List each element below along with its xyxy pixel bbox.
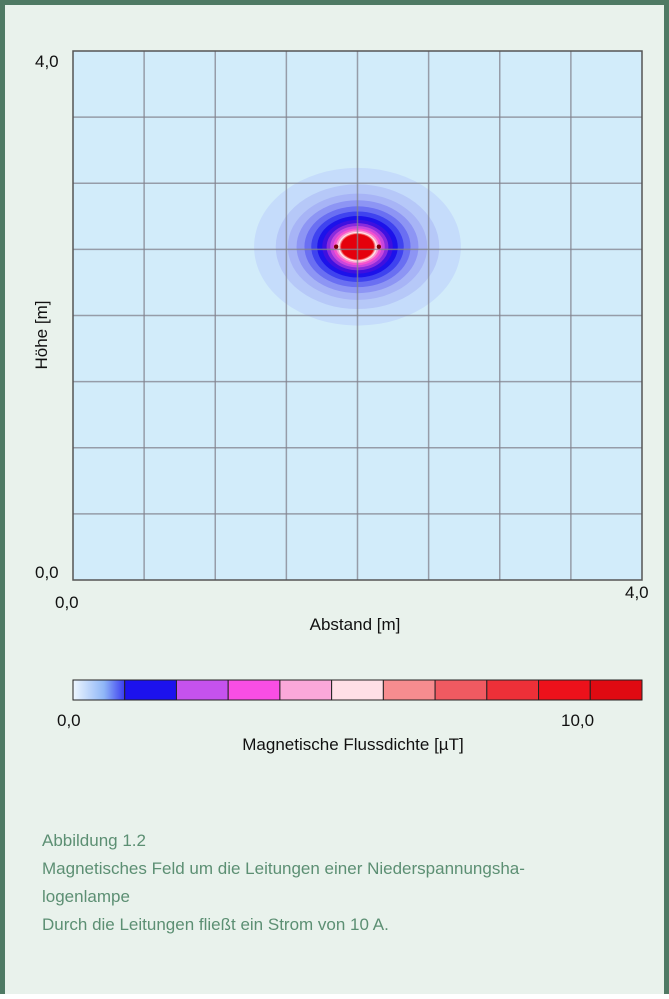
plot-grid xyxy=(73,51,642,580)
y-tick-min: 0,0 xyxy=(35,563,59,582)
caption-title-line1: Magnetisches Feld um die Leitungen einer… xyxy=(42,859,525,878)
x-axis-label: Abstand [m] xyxy=(310,615,401,634)
x-tick-max: 4,0 xyxy=(625,583,649,602)
colorbar-segment xyxy=(72,679,126,701)
colorbar-label: Magnetische Flussdichte [µT] xyxy=(242,735,463,754)
colorbar-segment xyxy=(382,679,436,701)
figure-caption: Abbildung 1.2 Magnetisches Feld um die L… xyxy=(42,827,642,939)
conductor-markers xyxy=(333,244,382,249)
colorbar-segment xyxy=(486,679,540,701)
figure-svg: 4,0 0,0 0,0 4,0 Abstand [m] Höhe [m] 0,0… xyxy=(32,50,649,754)
caption-description: Durch die Leitungen fließt ein Strom von… xyxy=(42,915,389,934)
colorbar-min-label: 0,0 xyxy=(57,711,81,730)
caption-figure-label: Abbildung 1.2 xyxy=(42,831,146,850)
caption-title-line2: logenlampe xyxy=(42,887,130,906)
colorbar-max-label: 10,0 xyxy=(561,711,594,730)
colorbar xyxy=(72,679,643,701)
colorbar-segment xyxy=(331,679,384,701)
colorbar-segment xyxy=(538,679,591,701)
y-axis-label: Höhe [m] xyxy=(32,301,51,370)
colorbar-segment xyxy=(175,679,229,701)
colorbar-segment xyxy=(124,679,177,701)
x-tick-min: 0,0 xyxy=(55,593,79,612)
conductor-point xyxy=(376,244,382,249)
colorbar-segment xyxy=(589,679,643,701)
colorbar-segment xyxy=(434,679,488,701)
conductor-point xyxy=(333,244,339,249)
y-tick-max: 4,0 xyxy=(35,52,59,71)
plot-border xyxy=(72,50,643,581)
colorbar-segment xyxy=(279,679,333,701)
colorbar-segment xyxy=(227,679,281,701)
field-contours xyxy=(254,167,461,326)
